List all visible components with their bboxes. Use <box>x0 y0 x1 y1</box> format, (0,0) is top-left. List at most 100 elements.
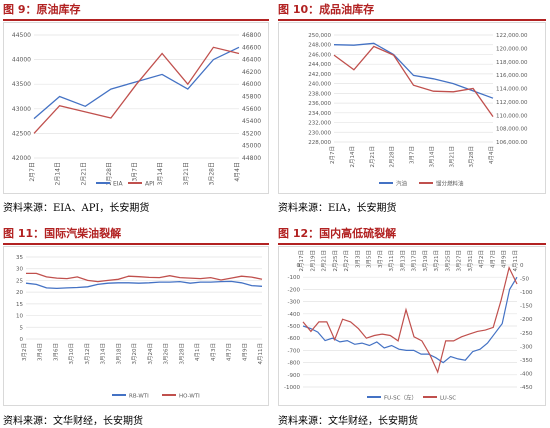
x-tick-label: 3月28日 <box>178 343 185 365</box>
x-tick-label: 2月21日 <box>80 162 87 185</box>
legend-label: RB-WTI <box>129 394 149 400</box>
y-right-tick-label: 116,000.00 <box>496 73 528 79</box>
chart-panel-gasoline-diesel-crack: 图 11：国际汽柴油裂解 0 5 10 15 20 25 30 35 3月2日 3月4日 3月6日 3… <box>3 226 269 427</box>
chart-area: 42000 42500 43000 43500 44000 44500 44800 45000… <box>3 22 269 194</box>
x-tick-label: 2月27日 <box>343 250 350 272</box>
x-tick-label: 3月31日 <box>467 250 474 272</box>
series-line <box>333 45 494 117</box>
x-tick-label: 2月7日 <box>329 146 336 164</box>
series-line <box>302 276 518 364</box>
y-tick-label: 244,000 <box>308 62 331 68</box>
y-tick-label: 10 <box>16 314 23 320</box>
y-tick-label: -600 <box>288 336 301 342</box>
y-tick-label: 20 <box>16 290 23 296</box>
y-right-tick-label: -150 <box>520 304 533 310</box>
y-right-tick-label: 114,000.00 <box>496 87 528 93</box>
x-tick-label: 3月21日 <box>183 162 190 185</box>
y-right-tick-label: 46000 <box>242 81 261 88</box>
x-tick-label: 3月17日 <box>411 250 418 272</box>
y-right-tick-label: 0 <box>520 263 524 269</box>
chart-area: 0 -100 -200 -300 -400 -500 -600 -700 -800 -900 -10… <box>278 246 546 406</box>
y-right-tick-label: 45600 <box>242 106 261 113</box>
y-tick-label: 43000 <box>12 106 31 113</box>
y-tick-label: 30 <box>16 267 23 273</box>
y-tick-label: 15 <box>16 302 23 308</box>
y-right-tick-label: -250 <box>520 331 533 337</box>
legend-label: FU-SC（左） <box>384 394 417 402</box>
source-note: 资料来源：文华财经，长安期货 <box>3 416 143 427</box>
line-chart: 228,000 230,000 232,000 234,000 236,000 238,0… <box>308 33 528 188</box>
panel-title: 图 9：原油库存 <box>3 3 81 16</box>
x-tick-label: 3月28日 <box>468 146 475 168</box>
x-tick-label: 3月7日 <box>132 162 139 182</box>
y-right-tick-label: 112,000.00 <box>496 100 528 106</box>
x-tick-label: 3月25日 <box>444 250 451 272</box>
y-right-tick-label: 45800 <box>242 94 261 101</box>
y-tick-label: -500 <box>288 324 301 330</box>
y-tick-label: -100 <box>288 275 301 281</box>
y-tick-label: 35 <box>16 255 23 261</box>
y-tick-label: 230,000 <box>308 130 331 136</box>
legend-label: LU-SC <box>440 396 456 402</box>
y-tick-label: 42500 <box>12 130 31 137</box>
x-tick-label: 2月17日 <box>298 250 305 272</box>
x-tick-label: 4月7日 <box>226 343 233 361</box>
x-tick-label: 3月26日 <box>163 343 170 365</box>
y-tick-label: 228,000 <box>308 140 331 146</box>
series-line <box>25 280 263 290</box>
series-line <box>33 46 240 120</box>
y-tick-label: 25 <box>16 278 23 284</box>
y-tick-label: 0 <box>20 337 24 343</box>
y-tick-label: -900 <box>288 373 301 379</box>
x-tick-label: 3月18日 <box>115 343 122 365</box>
x-tick-label: 3月21日 <box>448 146 455 168</box>
y-right-tick-label: 120,000.00 <box>496 46 528 52</box>
x-tick-label: 2月21日 <box>321 250 328 272</box>
title-underline <box>278 19 546 21</box>
y-tick-label: 0 <box>297 263 301 269</box>
line-chart: 42000 42500 43000 43500 44000 44500 44800 45000… <box>12 32 261 188</box>
y-right-tick-label: 45200 <box>242 130 261 137</box>
y-tick-label: 238,000 <box>308 91 331 97</box>
x-tick-label: 2月14日 <box>55 162 62 185</box>
y-tick-label: 236,000 <box>308 101 331 107</box>
legend-label: 馏分燃料油 <box>436 180 464 188</box>
x-tick-label: 2月19日 <box>309 250 316 272</box>
x-tick-label: 2月28日 <box>389 146 396 168</box>
line-chart: 0-100-200-300-400-500-600-700-800-900-10… <box>284 250 533 402</box>
x-tick-label: 4月4日 <box>234 162 241 182</box>
y-right-tick-label: 44800 <box>242 155 261 162</box>
y-right-tick-label: 46800 <box>242 32 261 39</box>
x-tick-label: 4月1日 <box>194 343 201 361</box>
y-right-tick-label: 46200 <box>242 69 261 76</box>
chart-area: 0 5 10 15 20 25 30 35 3月2日 3月4日 3月6日 3月10日 3月12日 3月14… <box>3 246 269 406</box>
y-right-tick-label: 45000 <box>242 143 261 150</box>
series-line <box>26 272 263 283</box>
y-right-tick-label: -300 <box>520 344 533 350</box>
y-tick-label: 234,000 <box>308 111 331 117</box>
y-right-tick-label: 45400 <box>242 118 261 125</box>
y-right-tick-label: -350 <box>520 358 533 364</box>
x-tick-label: 2月21日 <box>369 146 376 168</box>
y-right-tick-label: 106,000.00 <box>496 140 528 146</box>
panel-title: 图 10：成品油库存 <box>278 3 375 16</box>
legend-label: 汽油 <box>396 180 408 188</box>
chart-area: 228,000 230,000 232,000 234,000 236,000 238,0… <box>278 22 546 194</box>
panel-title: 图 12：国内高低硫裂解 <box>278 227 397 240</box>
x-tick-label: 3月5日 <box>366 250 373 268</box>
y-tick-label: 242,000 <box>308 72 331 78</box>
x-tick-label: 2月7日 <box>29 162 36 182</box>
x-tick-label: 3月2日 <box>21 343 28 361</box>
y-right-tick-label: 46400 <box>242 57 261 64</box>
source-note: 资料来源：文华财经，长安期货 <box>278 416 418 427</box>
x-tick-label: 4月9日 <box>241 343 248 361</box>
y-tick-label: 240,000 <box>308 82 331 88</box>
y-tick-label: 42000 <box>12 155 31 162</box>
x-tick-label: 4月11日 <box>257 343 264 365</box>
x-tick-label: 4月3日 <box>210 343 217 361</box>
x-tick-label: 2月25日 <box>332 250 339 272</box>
y-right-tick-label: -450 <box>520 385 533 391</box>
x-tick-label: 4月9日 <box>501 250 508 268</box>
title-underline <box>278 243 546 245</box>
x-tick-label: 3月28日 <box>208 162 215 185</box>
